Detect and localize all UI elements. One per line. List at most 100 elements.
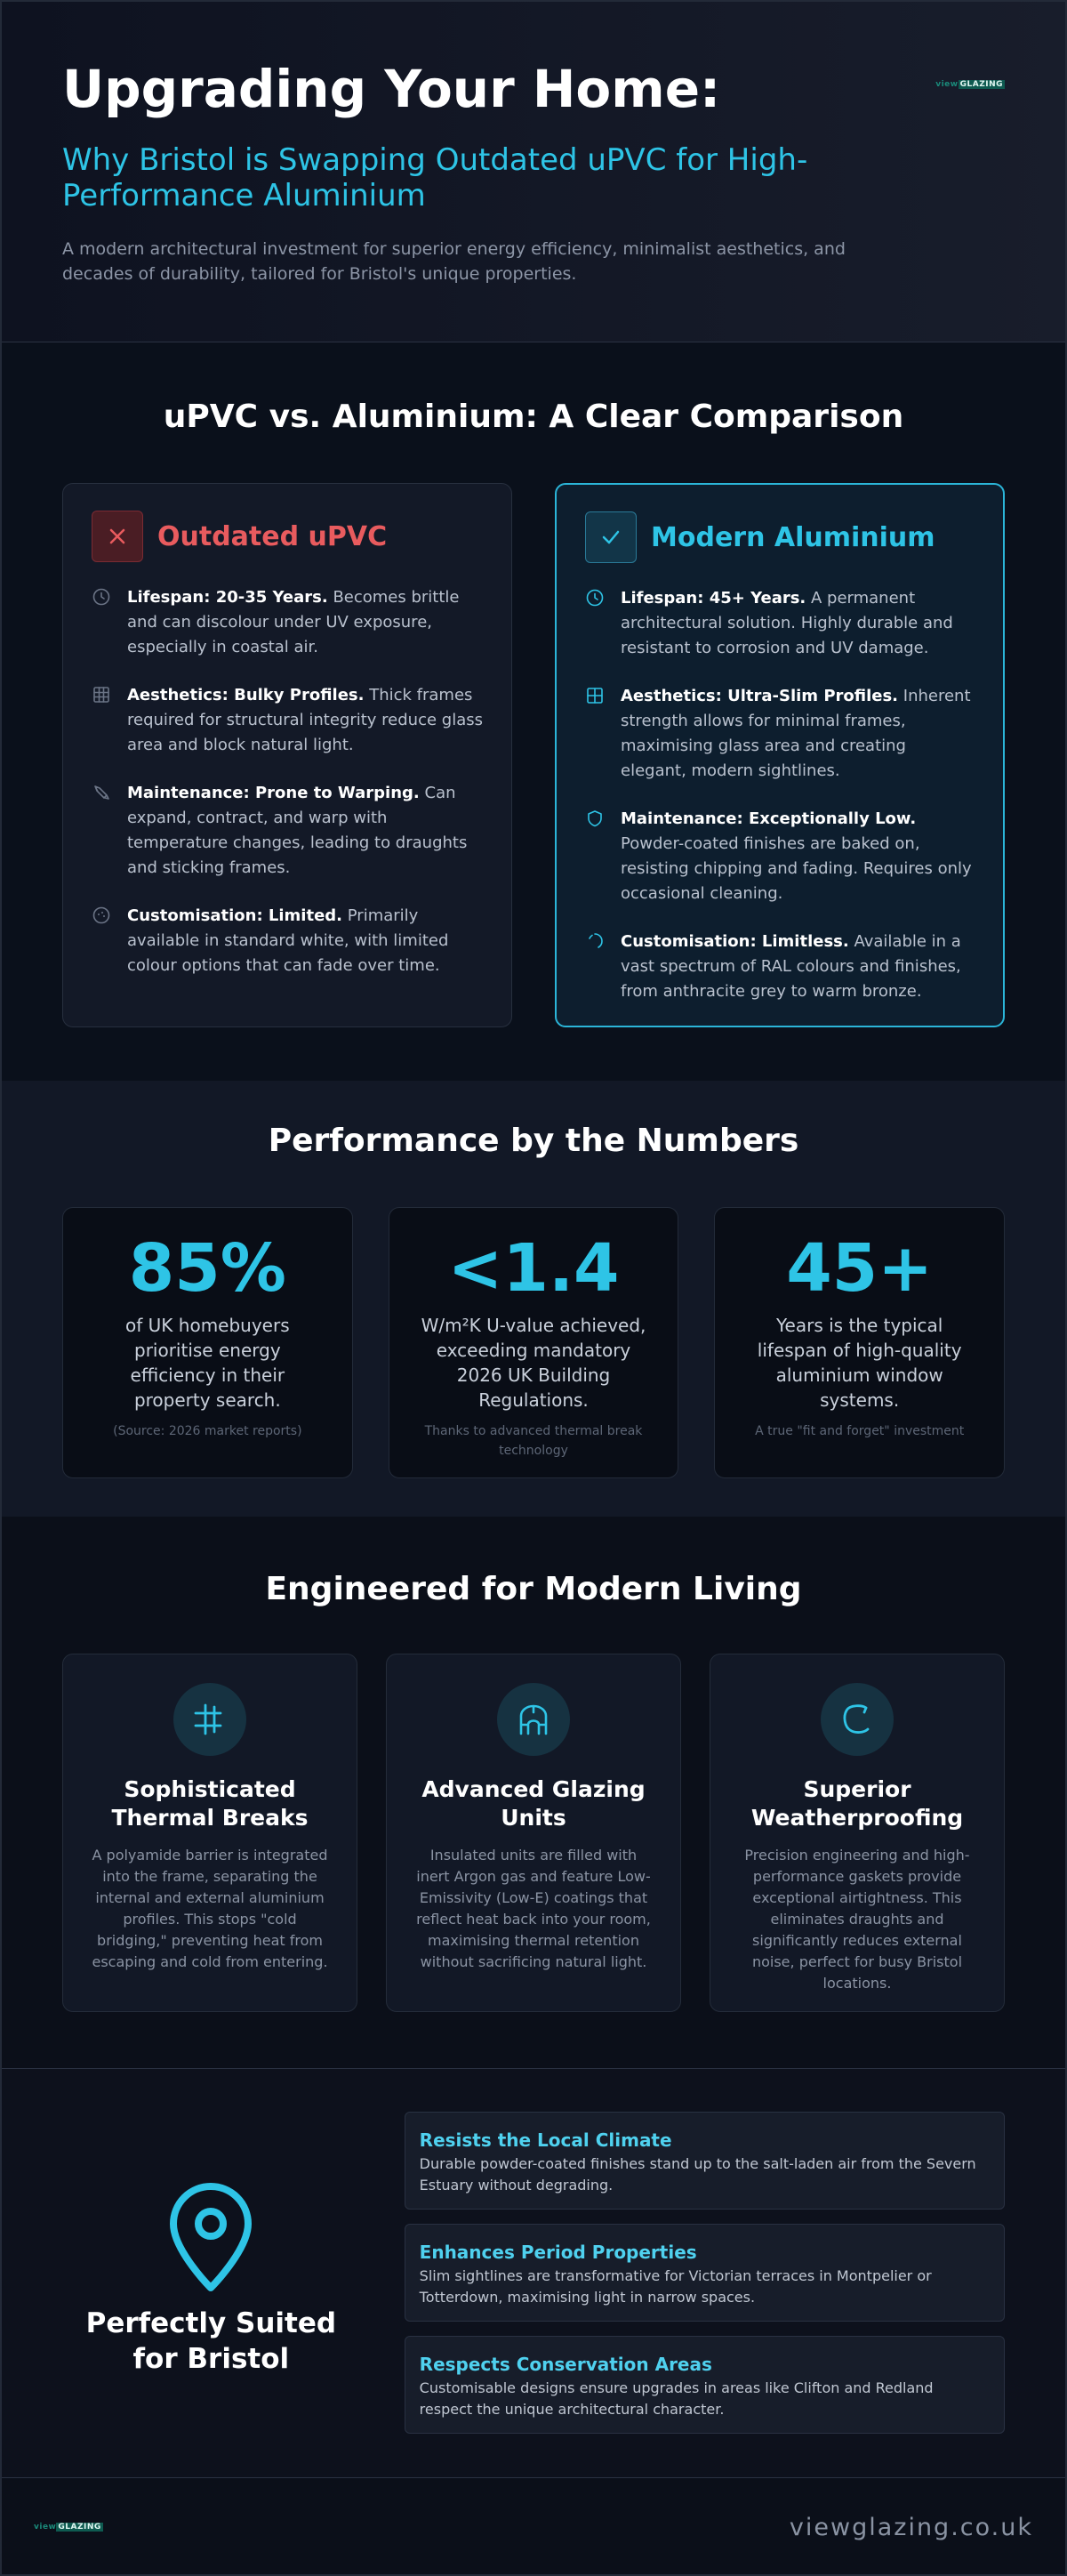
bristol-point: Enhances Period Properties Slim sightline… (404, 2224, 1005, 2322)
item-text: Customisation: Limitless. Available in a… (621, 930, 975, 1004)
comparison-item: Lifespan: 20-35 Years. Becomes brittle a… (92, 585, 483, 660)
subtitle: Why Bristol is Swapping Outdated uPVC fo… (62, 142, 808, 213)
map-pin-icon (170, 2183, 253, 2291)
item-body: Inherent strength allows for minimal fra… (621, 687, 971, 780)
footer: view GLAZING viewglazing.co.uk (2, 2477, 1065, 2574)
stats: 85% of UK homebuyers prioritise energy ef… (2, 1207, 1065, 1478)
item-lead: Customisation: Limited. (127, 906, 343, 925)
comparison-cards: Outdated uPVC Lifespan: 20-35 Years. Bec… (2, 483, 1065, 1027)
item-text: Aesthetics: Bulky Profiles. Thick frames… (127, 683, 483, 758)
item-icon (92, 781, 113, 881)
item-text: Lifespan: 20-35 Years. Becomes brittle a… (127, 585, 483, 660)
item-text: Lifespan: 45+ Years. A permanent archite… (621, 586, 975, 661)
section-title: Performance by the Numbers (268, 1123, 799, 1159)
feature-card: Advanced Glazing Units Insulated units ar… (386, 1654, 681, 2012)
item-text: Maintenance: Exceptionally Low. Powder-c… (621, 807, 975, 906)
stat-card: 85% of UK homebuyers prioritise energy ef… (62, 1207, 353, 1478)
aluminium-card: Modern Aluminium Lifespan: 45+ Years. A … (555, 483, 1005, 1027)
logo-prefix: view (935, 80, 959, 89)
item-icon (585, 684, 606, 784)
item-lead: Lifespan: 20-35 Years. (127, 588, 328, 607)
bristol-intro: Perfectly Suited for Bristol (62, 2112, 360, 2477)
stat-value: <1.4 (447, 1230, 620, 1307)
item-body: A permanent architectural solution. High… (621, 589, 953, 657)
bristol: Perfectly Suited for Bristol Resists the… (2, 2068, 1065, 2477)
item-icon (92, 904, 113, 978)
stat-label: W/m²K U-value achieved, exceeding mandat… (421, 1315, 646, 1411)
stat-note: (Source: 2026 market reports) (113, 1424, 302, 1438)
item-body: Available in a vast spectrum of RAL colo… (621, 932, 961, 1001)
bristol-points: Resists the Local Climate Durable powder-… (404, 2112, 1005, 2477)
feature-icon (173, 1683, 246, 1756)
bristol-point: Resists the Local Climate Durable powder-… (404, 2112, 1005, 2210)
stat-label: Years is the typical lifespan of high-qu… (757, 1315, 962, 1411)
item-icon (585, 807, 606, 906)
stat-note: Thanks to advanced thermal break technol… (424, 1424, 643, 1458)
logo-suffix: GLAZING (56, 2523, 103, 2532)
feature-cards: Sophisticated Thermal Breaks A polyamide … (2, 1654, 1065, 2012)
card-title: Modern Aluminium (651, 521, 935, 553)
x-icon (92, 511, 143, 562)
feature-title: Advanced Glazing Units (421, 1776, 646, 1831)
item-body: Powder-coated finishes are baked on, res… (621, 834, 972, 903)
item-text: Customisation: Limited. Primarily availa… (127, 904, 483, 978)
item-lead: Aesthetics: Bulky Profiles. (127, 686, 365, 704)
point-title: Respects Conservation Areas (419, 2354, 712, 2375)
feature-icon (821, 1683, 894, 1756)
title: Upgrading Your Home: (62, 59, 721, 119)
point-title: Enhances Period Properties (419, 2242, 697, 2263)
comparison-item: Aesthetics: Bulky Profiles. Thick frames… (92, 683, 483, 758)
stat-card: <1.4 W/m²K U-value achieved, exceeding ma… (388, 1207, 679, 1478)
item-body: Becomes brittle and can discolour under … (127, 588, 460, 656)
card-title: Outdated uPVC (157, 520, 388, 552)
point-text: Durable powder-coated finishes stand up … (419, 2155, 976, 2194)
point-title: Resists the Local Climate (419, 2129, 672, 2151)
comparison-item: Customisation: Limitless. Available in a… (585, 930, 975, 1004)
comparison-item: Lifespan: 45+ Years. A permanent archite… (585, 586, 975, 661)
website: viewglazing.co.uk (789, 2513, 1033, 2541)
point-text: Customisable designs ensure upgrades in … (419, 2379, 934, 2418)
numbers: Performance by the Numbers 85% of UK home… (2, 1081, 1065, 1517)
feature-text: Insulated units are filled with inert Ar… (416, 1847, 651, 1970)
stat-value: 85% (128, 1230, 286, 1307)
item-icon (585, 930, 606, 1004)
stat-value: 45+ (786, 1230, 934, 1307)
item-icon (585, 586, 606, 661)
stat-label: of UK homebuyers prioritise energy effic… (125, 1315, 290, 1411)
feature-card: Superior Weatherproofing Precision engine… (710, 1654, 1005, 2012)
item-text: Maintenance: Prone to Warping. Can expan… (127, 781, 483, 881)
stat-card: 45+ Years is the typical lifespan of high… (714, 1207, 1006, 1478)
check-icon (585, 511, 637, 563)
comparison-item: Aesthetics: Ultra-Slim Profiles. Inheren… (585, 684, 975, 784)
logo-prefix: view (34, 2523, 57, 2532)
upvc-card: Outdated uPVC Lifespan: 20-35 Years. Bec… (62, 483, 512, 1027)
comparison-item: Maintenance: Prone to Warping. Can expan… (92, 781, 483, 881)
item-lead: Customisation: Limitless. (621, 932, 849, 951)
item-body: Can expand, contract, and warp with temp… (127, 784, 468, 877)
item-lead: Lifespan: 45+ Years. (621, 589, 806, 608)
feature-icon (497, 1683, 570, 1756)
bristol-title: Perfectly Suited for Bristol (85, 2307, 337, 2375)
feature-title: Superior Weatherproofing (750, 1776, 964, 1831)
comparison-item: Maintenance: Exceptionally Low. Powder-c… (585, 807, 975, 906)
feature-text: A polyamide barrier is integrated into t… (92, 1847, 328, 1970)
item-lead: Maintenance: Exceptionally Low. (621, 809, 917, 828)
logo: view GLAZING (935, 80, 1005, 89)
card-header: Modern Aluminium (585, 511, 975, 563)
point-text: Slim sightlines are transformative for V… (419, 2267, 932, 2306)
comparison-item: Customisation: Limited. Primarily availa… (92, 904, 483, 978)
stat-note: A true "fit and forget" investment (755, 1424, 965, 1438)
item-lead: Aesthetics: Ultra-Slim Profiles. (621, 687, 899, 705)
comparison: uPVC vs. Aluminium: A Clear Comparison O… (2, 342, 1065, 1081)
logo-suffix: GLAZING (958, 80, 1005, 89)
item-body: Thick frames required for structural int… (127, 686, 483, 754)
header: Upgrading Your Home: Why Bristol is Swap… (2, 2, 1065, 342)
item-icon (92, 683, 113, 758)
section-title: uPVC vs. Aluminium: A Clear Comparison (163, 398, 904, 435)
feature-title: Sophisticated Thermal Breaks (111, 1776, 309, 1831)
item-body: Primarily available in standard white, w… (127, 906, 449, 975)
bristol-point: Respects Conservation Areas Customisable … (404, 2336, 1005, 2434)
section-title: Engineered for Modern Living (265, 1571, 802, 1607)
